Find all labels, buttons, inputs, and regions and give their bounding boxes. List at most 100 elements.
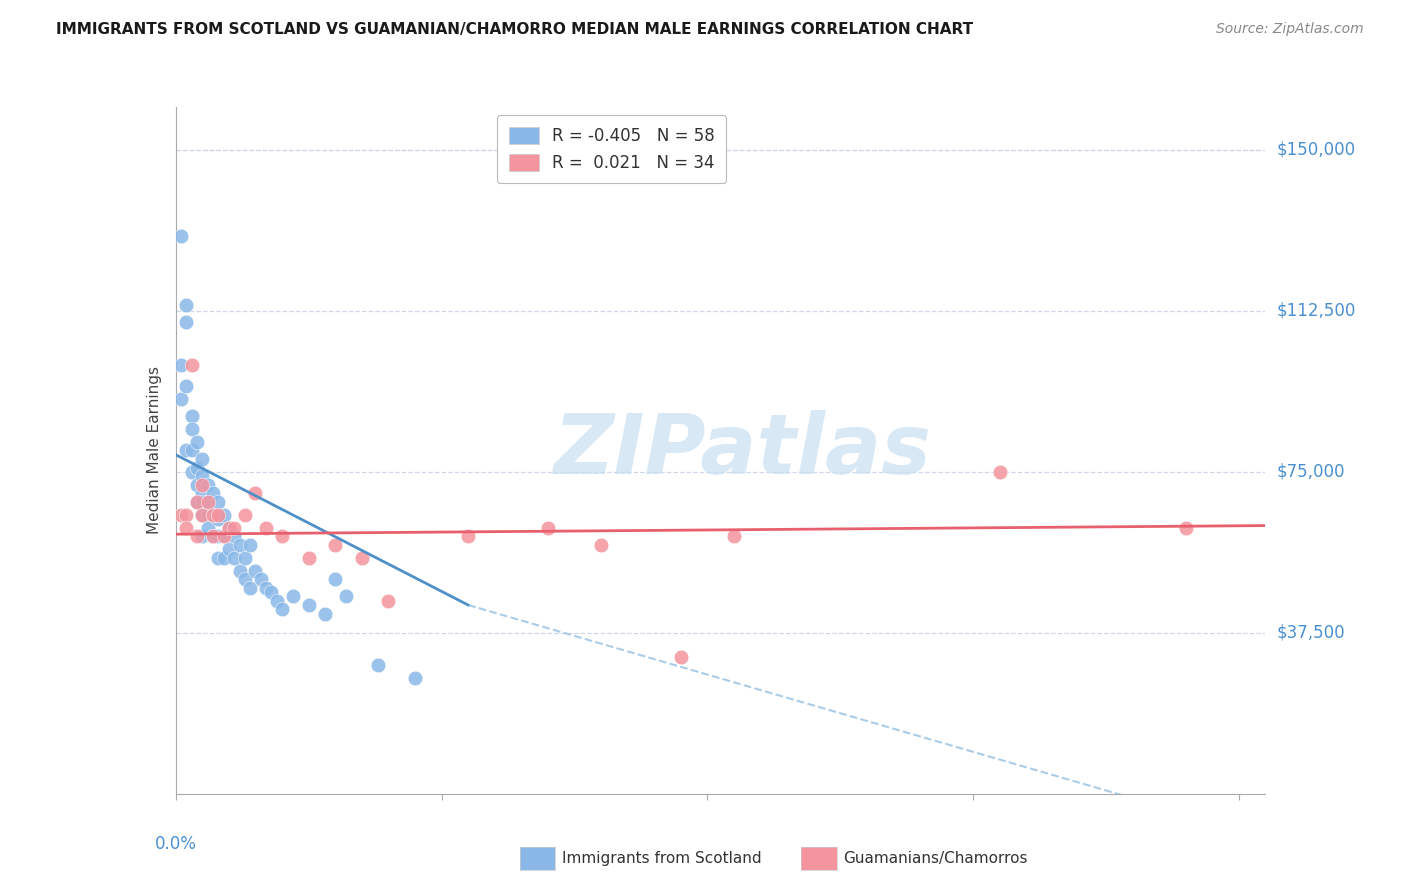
Point xyxy=(186,478,208,492)
Point xyxy=(723,529,745,543)
Text: $150,000: $150,000 xyxy=(1277,141,1355,159)
Text: ZIPatlas: ZIPatlas xyxy=(554,410,931,491)
Y-axis label: Median Male Earnings: Median Male Earnings xyxy=(146,367,162,534)
Point xyxy=(207,508,229,522)
Legend: R = -0.405   N = 58, R =  0.021   N = 34: R = -0.405 N = 58, R = 0.021 N = 34 xyxy=(496,115,727,184)
Point xyxy=(201,508,224,522)
Point xyxy=(197,521,219,535)
Point xyxy=(239,581,262,595)
Point xyxy=(201,529,224,543)
Text: $75,000: $75,000 xyxy=(1277,463,1346,481)
Point xyxy=(323,572,346,586)
Point xyxy=(176,297,198,311)
Point xyxy=(245,486,267,500)
Point xyxy=(191,508,214,522)
Point xyxy=(180,422,202,436)
Point xyxy=(281,590,304,604)
Point xyxy=(233,550,256,565)
Point xyxy=(260,585,283,599)
Text: Guamanians/Chamorros: Guamanians/Chamorros xyxy=(844,852,1028,866)
Point xyxy=(207,495,229,509)
Point xyxy=(176,315,198,329)
Text: 0.0%: 0.0% xyxy=(155,835,197,853)
Text: Source: ZipAtlas.com: Source: ZipAtlas.com xyxy=(1216,22,1364,37)
Point xyxy=(239,538,262,552)
Point xyxy=(323,538,346,552)
Point xyxy=(271,602,294,616)
Point xyxy=(201,486,224,500)
Point xyxy=(207,529,229,543)
Point xyxy=(212,529,235,543)
Point xyxy=(298,550,321,565)
Point xyxy=(249,572,271,586)
Point xyxy=(170,508,193,522)
Point xyxy=(176,508,198,522)
Point xyxy=(271,529,294,543)
Point xyxy=(180,358,202,372)
Point xyxy=(176,443,198,458)
Point xyxy=(254,521,277,535)
Point xyxy=(180,443,202,458)
Point xyxy=(212,529,235,543)
Point xyxy=(180,409,202,423)
Point xyxy=(233,572,256,586)
Point xyxy=(988,465,1011,479)
Point xyxy=(350,550,373,565)
Point xyxy=(197,478,219,492)
Point xyxy=(314,607,336,621)
Point xyxy=(224,529,246,543)
Point xyxy=(191,452,214,467)
Point xyxy=(404,671,426,685)
Point xyxy=(207,512,229,526)
Point xyxy=(180,465,202,479)
Point xyxy=(186,460,208,475)
Point xyxy=(170,392,193,406)
Point xyxy=(191,508,214,522)
Point xyxy=(266,593,288,607)
Text: Immigrants from Scotland: Immigrants from Scotland xyxy=(562,852,762,866)
Point xyxy=(233,508,256,522)
Point xyxy=(197,495,219,509)
Point xyxy=(201,529,224,543)
Point xyxy=(335,590,357,604)
Point xyxy=(1174,521,1197,535)
Point xyxy=(191,529,214,543)
Point xyxy=(589,538,612,552)
Point xyxy=(254,581,277,595)
Text: IMMIGRANTS FROM SCOTLAND VS GUAMANIAN/CHAMORRO MEDIAN MALE EARNINGS CORRELATION : IMMIGRANTS FROM SCOTLAND VS GUAMANIAN/CH… xyxy=(56,22,973,37)
Point xyxy=(186,434,208,449)
Point xyxy=(191,495,214,509)
Point xyxy=(212,508,235,522)
Point xyxy=(186,495,208,509)
Point xyxy=(197,495,219,509)
Point xyxy=(224,521,246,535)
Point xyxy=(176,521,198,535)
Point xyxy=(186,495,208,509)
Text: $112,500: $112,500 xyxy=(1277,302,1355,320)
Point xyxy=(207,550,229,565)
Point xyxy=(218,521,240,535)
Point xyxy=(170,228,193,243)
Point xyxy=(218,542,240,557)
Point xyxy=(224,550,246,565)
Point xyxy=(367,658,389,673)
Text: $37,500: $37,500 xyxy=(1277,624,1346,642)
Point xyxy=(201,508,224,522)
Point xyxy=(537,521,560,535)
Point xyxy=(197,508,219,522)
Point xyxy=(377,593,399,607)
Point xyxy=(298,598,321,612)
Point xyxy=(212,550,235,565)
Point xyxy=(228,538,250,552)
Point xyxy=(170,358,193,372)
Point xyxy=(176,379,198,393)
Point xyxy=(457,529,479,543)
Point xyxy=(245,564,267,578)
Point xyxy=(191,469,214,483)
Point xyxy=(186,529,208,543)
Point xyxy=(191,486,214,500)
Point xyxy=(228,564,250,578)
Point xyxy=(191,478,214,492)
Point xyxy=(218,521,240,535)
Point xyxy=(669,649,692,664)
